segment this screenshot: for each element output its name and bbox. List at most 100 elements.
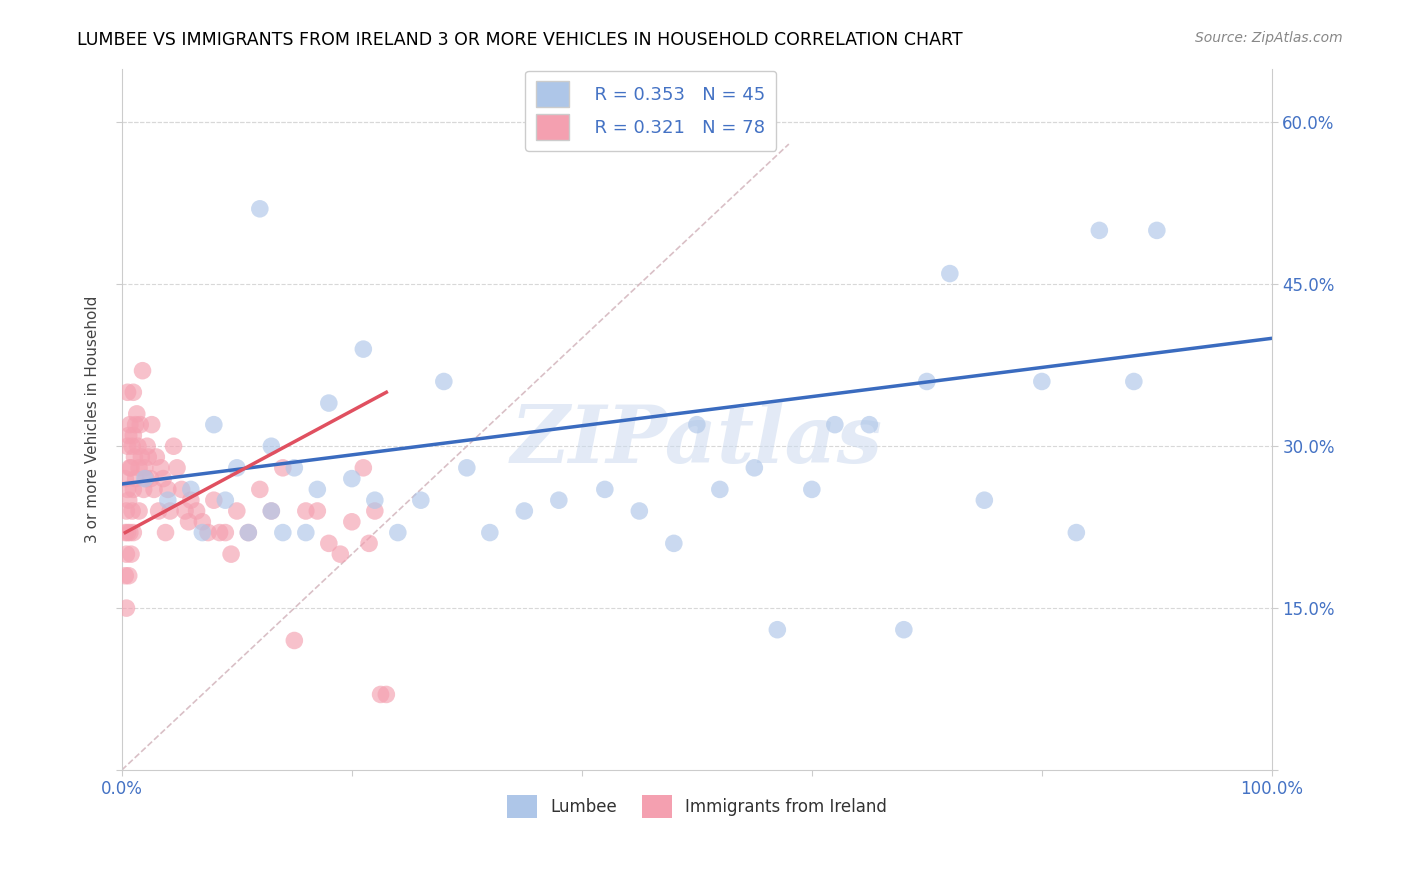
Point: [197, 525, 219, 540]
Point: [152, 472, 174, 486]
Point: [295, 504, 318, 518]
Point: [177, 515, 200, 529]
Point: [117, 525, 139, 540]
Point: [893, 623, 915, 637]
Point: [155, 525, 177, 540]
Point: [145, 450, 167, 464]
Point: [340, 515, 363, 529]
Point: [162, 439, 184, 453]
Point: [824, 417, 846, 432]
Point: [370, 688, 392, 702]
Point: [132, 483, 155, 497]
Point: [114, 525, 136, 540]
Point: [260, 504, 283, 518]
Point: [118, 525, 141, 540]
Point: [1146, 223, 1168, 237]
Point: [939, 267, 962, 281]
Point: [122, 428, 145, 442]
Point: [359, 536, 381, 550]
Point: [329, 547, 352, 561]
Point: [858, 417, 880, 432]
Point: [156, 493, 179, 508]
Point: [249, 202, 271, 216]
Point: [295, 525, 318, 540]
Point: [307, 483, 329, 497]
Point: [973, 493, 995, 508]
Point: [208, 525, 231, 540]
Point: [260, 504, 283, 518]
Point: [166, 460, 188, 475]
Point: [122, 385, 145, 400]
Y-axis label: 3 or more Vehicles in Household: 3 or more Vehicles in Household: [86, 295, 100, 543]
Point: [766, 623, 789, 637]
Point: [1088, 223, 1111, 237]
Point: [307, 504, 329, 518]
Point: [547, 493, 569, 508]
Point: [478, 525, 501, 540]
Point: [800, 483, 823, 497]
Point: [219, 547, 242, 561]
Point: [662, 536, 685, 550]
Point: [744, 460, 766, 475]
Point: [628, 504, 651, 518]
Point: [134, 472, 156, 486]
Point: [686, 417, 709, 432]
Point: [170, 483, 193, 497]
Point: [260, 439, 283, 453]
Point: [135, 472, 157, 486]
Point: [136, 450, 159, 464]
Point: [120, 460, 142, 475]
Point: [115, 504, 138, 518]
Point: [117, 385, 139, 400]
Point: [180, 483, 202, 497]
Point: [318, 536, 340, 550]
Point: [1122, 375, 1144, 389]
Point: [1066, 525, 1088, 540]
Point: [283, 633, 305, 648]
Point: [124, 450, 146, 464]
Point: [318, 396, 340, 410]
Point: [180, 493, 202, 508]
Point: [1031, 375, 1053, 389]
Point: [456, 460, 478, 475]
Text: LUMBEE VS IMMIGRANTS FROM IRELAND 3 OR MORE VEHICLES IN HOUSEHOLD CORRELATION CH: LUMBEE VS IMMIGRANTS FROM IRELAND 3 OR M…: [77, 31, 963, 49]
Point: [433, 375, 456, 389]
Point: [202, 417, 225, 432]
Point: [131, 450, 153, 464]
Point: [134, 460, 156, 475]
Point: [118, 428, 141, 442]
Point: [593, 483, 616, 497]
Point: [114, 472, 136, 486]
Point: [122, 483, 145, 497]
Point: [191, 525, 214, 540]
Text: Source: ZipAtlas.com: Source: ZipAtlas.com: [1195, 31, 1343, 45]
Point: [214, 493, 236, 508]
Point: [118, 460, 141, 475]
Point: [122, 525, 145, 540]
Point: [375, 688, 398, 702]
Point: [143, 483, 166, 497]
Point: [186, 504, 208, 518]
Point: [352, 342, 374, 356]
Point: [118, 568, 141, 582]
Point: [148, 504, 170, 518]
Point: [128, 460, 150, 475]
Point: [139, 472, 162, 486]
Point: [141, 417, 163, 432]
Point: [387, 525, 409, 540]
Point: [364, 504, 387, 518]
Point: [202, 493, 225, 508]
Point: [115, 601, 138, 615]
Point: [225, 460, 247, 475]
Point: [128, 504, 150, 518]
Point: [115, 547, 138, 561]
Point: [271, 525, 294, 540]
Point: [249, 483, 271, 497]
Point: [409, 493, 432, 508]
Point: [364, 493, 387, 508]
Point: [124, 472, 146, 486]
Point: [129, 417, 152, 432]
Point: [118, 417, 141, 432]
Point: [124, 417, 146, 432]
Point: [225, 504, 247, 518]
